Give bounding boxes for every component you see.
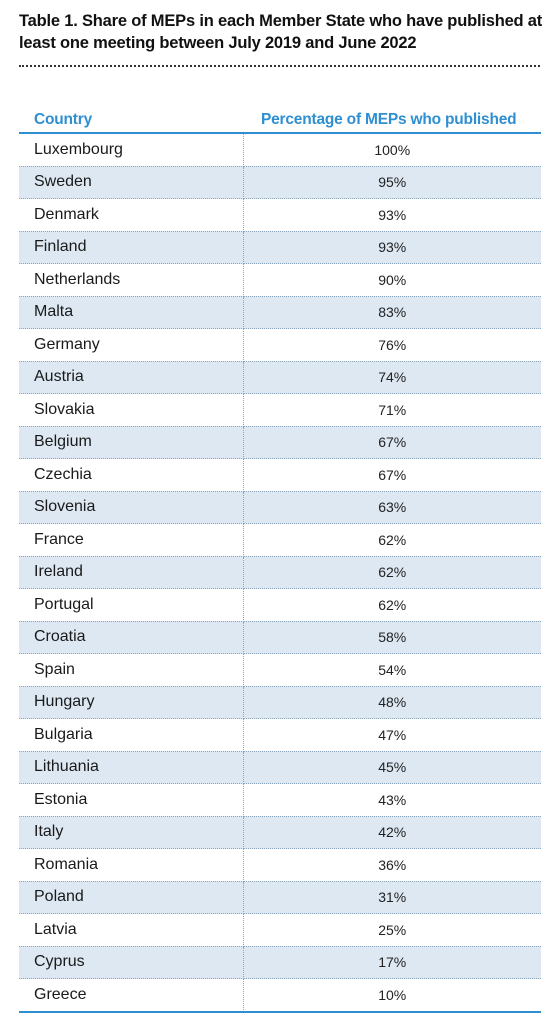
table-row: Estonia 43%	[19, 783, 541, 817]
percentage-cell: 93%	[243, 231, 541, 264]
country-cell: Poland	[19, 881, 244, 914]
table-row: Sweden 95%	[19, 166, 541, 199]
percentage-cell: 17%	[243, 946, 541, 979]
title-divider	[19, 65, 540, 67]
country-cell: Estonia	[19, 783, 244, 817]
percentage-cell: 10%	[243, 978, 541, 1012]
percentage-cell: 95%	[243, 166, 541, 199]
country-cell: Latvia	[19, 913, 244, 947]
table-row: Belgium 67%	[19, 426, 541, 459]
country-cell: Czechia	[19, 458, 244, 492]
table-row: Germany 76%	[19, 328, 541, 362]
country-cell: Cyprus	[19, 946, 244, 979]
country-cell: Finland	[19, 231, 244, 264]
percentage-cell: 100%	[243, 133, 541, 167]
country-cell: Ireland	[19, 556, 244, 589]
table-title: Table 1. Share of MEPs in each Member St…	[19, 12, 543, 52]
percentage-cell: 42%	[243, 816, 541, 849]
table-row: Portugal 62%	[19, 588, 541, 622]
table-row: Cyprus 17%	[19, 946, 541, 979]
country-cell: Luxembourg	[19, 133, 244, 167]
table-row: Bulgaria 47%	[19, 718, 541, 752]
percentage-cell: 67%	[243, 458, 541, 492]
percentage-cell: 74%	[243, 361, 541, 394]
country-cell: Slovakia	[19, 393, 244, 427]
percentage-cell: 93%	[243, 198, 541, 232]
column-header-country: Country	[19, 108, 243, 134]
table-row: Italy 42%	[19, 816, 541, 849]
country-cell: Sweden	[19, 166, 244, 199]
percentage-cell: 48%	[243, 686, 541, 719]
table-row: Slovenia 63%	[19, 491, 541, 524]
table-row: Poland 31%	[19, 881, 541, 914]
country-cell: Austria	[19, 361, 244, 394]
country-cell: Hungary	[19, 686, 244, 719]
country-cell: Malta	[19, 296, 244, 329]
percentage-cell: 62%	[243, 588, 541, 622]
table-bottom-rule	[19, 1011, 541, 1013]
meps-table: Country Percentage of MEPs who published…	[19, 108, 541, 1012]
country-cell: Croatia	[19, 621, 244, 654]
table-row: Hungary 48%	[19, 686, 541, 719]
table-row: Luxembourg 100%	[19, 133, 541, 167]
percentage-cell: 25%	[243, 913, 541, 947]
percentage-cell: 90%	[243, 263, 541, 297]
country-cell: Portugal	[19, 588, 244, 622]
country-cell: Lithuania	[19, 751, 244, 784]
country-cell: Belgium	[19, 426, 244, 459]
percentage-cell: 43%	[243, 783, 541, 817]
table-row: Ireland 62%	[19, 556, 541, 589]
percentage-cell: 63%	[243, 491, 541, 524]
table-row: Netherlands 90%	[19, 263, 541, 297]
table-body: Luxembourg 100% Sweden 95% Denmark 93% Finland…	[19, 133, 541, 1012]
table-row: France 62%	[19, 523, 541, 557]
country-cell: Italy	[19, 816, 244, 849]
table-row: Austria 74%	[19, 361, 541, 394]
table-row: Greece 10%	[19, 978, 541, 1012]
percentage-cell: 31%	[243, 881, 541, 914]
country-cell: Greece	[19, 978, 244, 1012]
table-row: Latvia 25%	[19, 913, 541, 947]
country-cell: Spain	[19, 653, 244, 687]
table-row: Croatia 58%	[19, 621, 541, 654]
country-cell: Denmark	[19, 198, 244, 232]
percentage-cell: 76%	[243, 328, 541, 362]
country-cell: Netherlands	[19, 263, 244, 297]
percentage-cell: 58%	[243, 621, 541, 654]
country-cell: France	[19, 523, 244, 557]
country-cell: Bulgaria	[19, 718, 244, 752]
table-row: Malta 83%	[19, 296, 541, 329]
country-cell: Romania	[19, 848, 244, 882]
column-header-percentage: Percentage of MEPs who published	[243, 108, 541, 134]
table-row: Czechia 67%	[19, 458, 541, 492]
table-row: Romania 36%	[19, 848, 541, 882]
percentage-cell: 71%	[243, 393, 541, 427]
table-row: Denmark 93%	[19, 198, 541, 232]
country-cell: Slovenia	[19, 491, 244, 524]
percentage-cell: 45%	[243, 751, 541, 784]
percentage-cell: 62%	[243, 556, 541, 589]
percentage-cell: 67%	[243, 426, 541, 459]
percentage-cell: 47%	[243, 718, 541, 752]
table-header-row: Country Percentage of MEPs who published	[19, 108, 541, 134]
table-row: Finland 93%	[19, 231, 541, 264]
table-row: Spain 54%	[19, 653, 541, 687]
percentage-cell: 83%	[243, 296, 541, 329]
table-row: Lithuania 45%	[19, 751, 541, 784]
percentage-cell: 36%	[243, 848, 541, 882]
table-row: Slovakia 71%	[19, 393, 541, 427]
country-cell: Germany	[19, 328, 244, 362]
percentage-cell: 54%	[243, 653, 541, 687]
percentage-cell: 62%	[243, 523, 541, 557]
